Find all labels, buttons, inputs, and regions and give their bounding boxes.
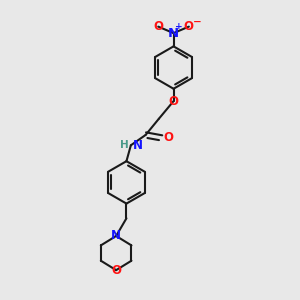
Text: H: H [120,140,128,150]
Text: N: N [111,230,121,242]
Text: −: − [193,17,202,27]
Text: N: N [168,27,179,40]
Text: N: N [133,139,143,152]
Text: O: O [184,20,194,33]
Text: O: O [111,264,121,277]
Text: O: O [169,94,178,108]
Text: +: + [175,22,183,31]
Text: O: O [163,131,173,144]
Text: O: O [153,20,163,33]
